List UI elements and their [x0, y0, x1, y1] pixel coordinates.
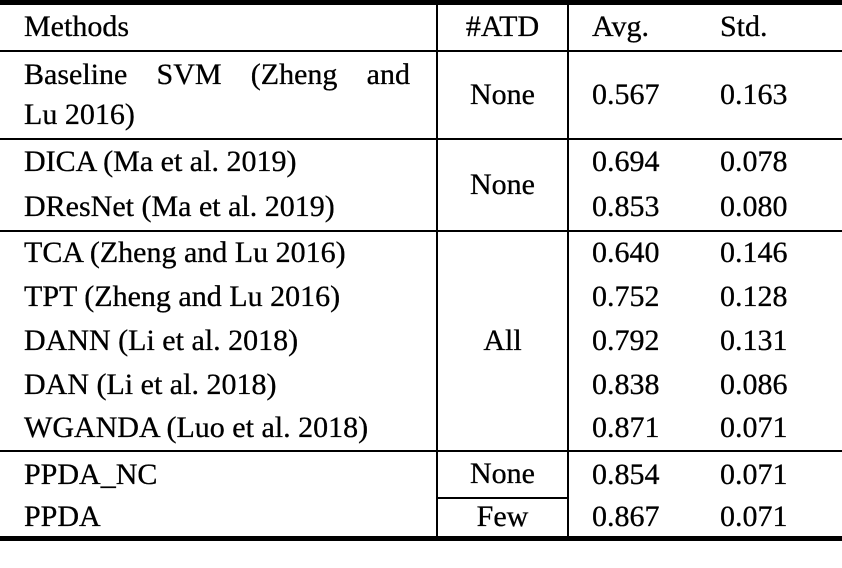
std-cell: 0.071 [720, 411, 788, 444]
method-cell: PPDA [24, 499, 101, 533]
col-header-atd: #ATD [436, 2, 569, 52]
avg-cell: 0.792 [592, 323, 660, 357]
std-cell: 0.078 [710, 137, 842, 185]
results-table: Methods #ATD Avg. Std. Baseline SVM (Zhe… [0, 0, 842, 541]
table-row: PPDA_NC None 0.854 0.071 [0, 449, 842, 498]
table-row: DResNet (Ma et al. 2019) 0.853 0.080 [0, 185, 842, 231]
avg-cell: 0.867 [592, 499, 660, 533]
method-cell: DANN (Li et al. 2018) [24, 323, 299, 357]
method-cell: DAN (Li et al. 2018) [24, 367, 277, 401]
table-header-row: Methods #ATD Avg. Std. [0, 2, 842, 52]
table-row: DANN (Li et al. 2018) 0.792 0.131 [0, 319, 842, 363]
std-cell: 0.080 [720, 190, 788, 223]
atd-cell: None [436, 449, 569, 498]
atd-cell: None [436, 50, 569, 139]
method-cell: PPDA_NC [0, 449, 437, 498]
table-row: WGANDA (Luo et al. 2018) 0.871 0.071 [0, 407, 842, 451]
avg-cell: 0.694 [568, 137, 710, 185]
method-cell: DICA (Ma et al. 2019) [0, 137, 437, 185]
table-row: Baseline SVM (Zheng and Lu 2016) None 0.… [0, 50, 842, 139]
col-header-avg: Avg. [568, 2, 710, 52]
col-header-methods: Methods [0, 2, 437, 52]
method-cell: Baseline SVM (Zheng and Lu 2016) [0, 51, 437, 139]
std-cell: 0.071 [710, 449, 842, 498]
method-line-2: Lu 2016) [24, 97, 135, 131]
avg-cell: 0.752 [592, 279, 660, 313]
std-cell: 0.146 [710, 229, 842, 275]
atd-cell: Few [436, 496, 569, 539]
avg-cell: 0.640 [568, 229, 710, 275]
table-row: TPT (Zheng and Lu 2016) 0.752 0.128 [0, 275, 842, 319]
std-cell: 0.163 [720, 77, 788, 111]
table-row: TCA (Zheng and Lu 2016) All 0.640 0.146 [0, 229, 842, 451]
table-row: PPDA Few 0.867 0.071 [0, 496, 842, 539]
std-cell: 0.128 [720, 279, 788, 313]
std-cell: 0.071 [720, 499, 788, 533]
table-row: DICA (Ma et al. 2019) None 0.694 0.078 [0, 137, 842, 231]
std-cell: 0.086 [720, 367, 788, 401]
avg-cell: 0.838 [592, 367, 660, 401]
method-cell: DResNet (Ma et al. 2019) [24, 190, 335, 223]
col-header-std: Std. [710, 2, 842, 52]
method-cell: WGANDA (Luo et al. 2018) [24, 411, 369, 444]
atd-cell: All [436, 229, 569, 451]
atd-cell: None [436, 137, 569, 231]
avg-cell: 0.853 [592, 190, 660, 223]
method-cell: TPT (Zheng and Lu 2016) [24, 279, 341, 313]
avg-cell: 0.567 [592, 77, 660, 111]
avg-cell: 0.854 [568, 449, 710, 498]
std-cell: 0.131 [720, 323, 788, 357]
method-line-1: Baseline SVM (Zheng and [24, 57, 410, 91]
avg-cell: 0.871 [592, 411, 660, 444]
table-row: DAN (Li et al. 2018) 0.838 0.086 [0, 363, 842, 407]
method-cell: TCA (Zheng and Lu 2016) [0, 229, 437, 275]
